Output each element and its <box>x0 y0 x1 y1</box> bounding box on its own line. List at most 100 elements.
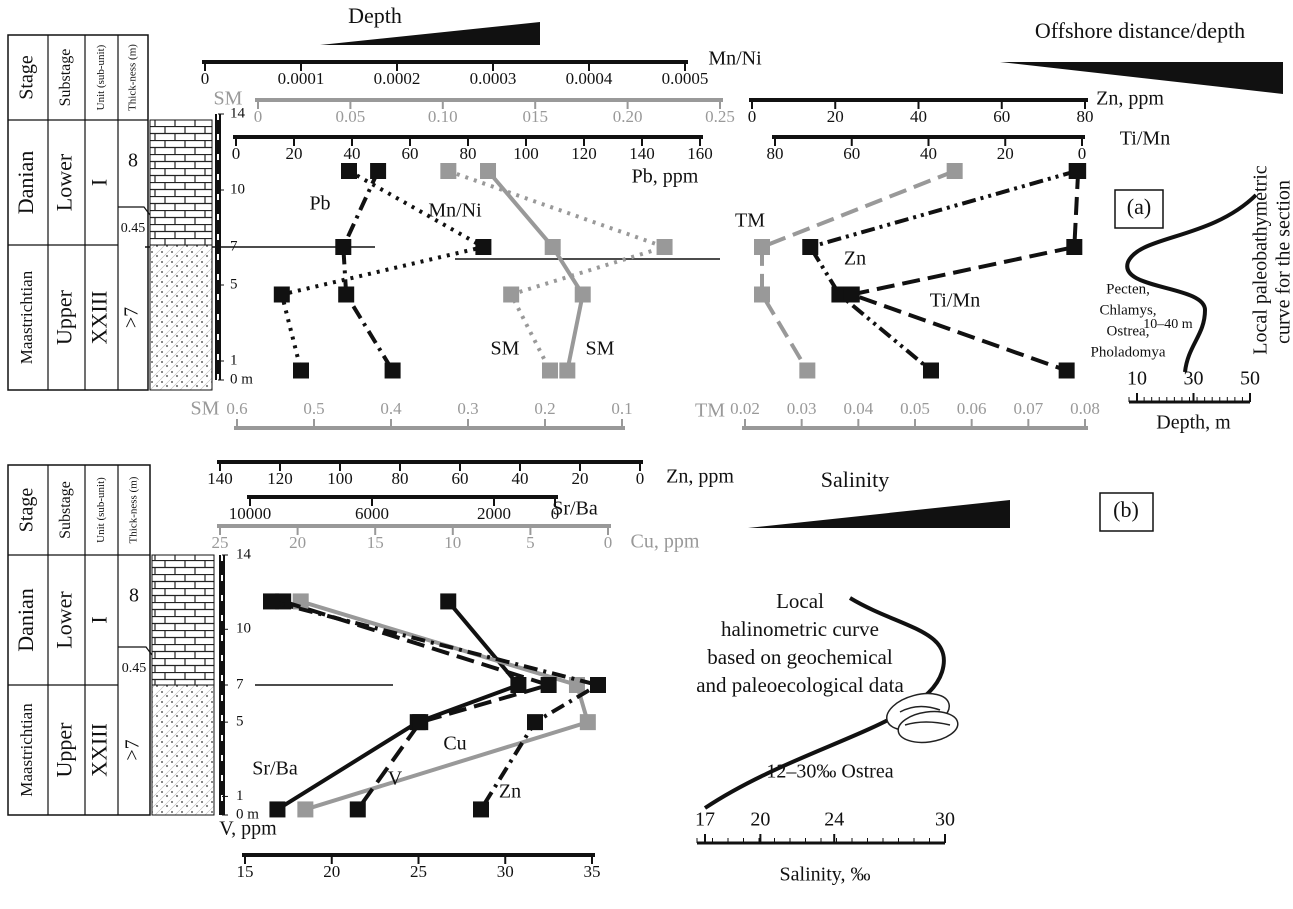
data-point <box>590 677 606 693</box>
wedge-label: Depth <box>348 3 402 28</box>
curve-range: 10–40 m <box>1143 317 1193 332</box>
x-tick-label: 60 <box>452 469 469 488</box>
x-tick-label: 0 <box>201 69 210 88</box>
data-point <box>384 362 401 379</box>
x-tick-label: 0.2 <box>534 399 555 418</box>
data-point <box>559 362 576 379</box>
x-tick-label: 0 <box>1078 144 1087 163</box>
thickness-step <box>118 206 151 216</box>
strat-substages: Lower <box>52 591 77 649</box>
data-point <box>574 286 591 303</box>
y-tick-label: 1 <box>236 788 244 804</box>
x-tick-label: 0.02 <box>730 399 760 418</box>
data-point <box>269 801 286 818</box>
x-tick-label: 10000 <box>229 504 272 523</box>
strat-units: I <box>87 616 112 623</box>
curve-text: and paleoecological data <box>696 673 904 697</box>
x-tick-label: 35 <box>584 862 601 881</box>
strat-header: Stage <box>16 488 38 533</box>
x-tick-label: 25 <box>410 862 427 881</box>
depth-wedge <box>320 22 540 45</box>
series-line <box>270 599 604 811</box>
data-point <box>503 286 520 303</box>
data-point <box>263 593 279 610</box>
axis-title: TM <box>695 400 725 422</box>
y-tick-label: 10 <box>236 621 251 637</box>
data-point <box>843 286 860 303</box>
data-point <box>802 239 819 255</box>
x-tick-label: 0 <box>232 144 241 163</box>
x-tick-label: 015 <box>522 107 548 126</box>
strat-substages: Upper <box>52 722 77 778</box>
series-line <box>276 600 522 812</box>
x-tick-label: 0.4 <box>380 399 402 418</box>
series-name: Zn <box>844 248 866 270</box>
strat-header: Substage <box>57 481 74 539</box>
axis-title: Ti/Mn <box>1120 128 1170 150</box>
x-tick-label: 0.20 <box>613 107 643 126</box>
strat-substages: Lower <box>52 153 77 211</box>
strat-frame <box>7 464 151 816</box>
panel-label: (b) <box>1113 497 1139 522</box>
series-line <box>760 169 956 372</box>
y-tick-label: 7 <box>230 238 238 254</box>
data-point <box>335 239 352 255</box>
axis-title: V, ppm <box>219 818 277 840</box>
thickness: 8 <box>128 150 138 172</box>
limestone <box>151 554 215 686</box>
x-tick-label: 80 <box>392 469 409 488</box>
data-point <box>799 362 816 379</box>
strat-stages: Maastrichtian <box>17 270 36 364</box>
series-name: Mn/Ni <box>428 200 482 222</box>
x-tick-label: 0.0005 <box>662 69 709 88</box>
x-tick-label: 20 <box>750 809 770 831</box>
y-tick-label: 7 <box>236 676 244 692</box>
data-point <box>754 239 770 255</box>
thickness: 8 <box>129 585 139 607</box>
thickness: >7 <box>122 739 144 760</box>
axis-title: Mn/Ni <box>708 48 762 70</box>
data-point <box>754 286 770 303</box>
x-tick-label: 50 <box>1240 368 1260 390</box>
data-point <box>1070 163 1087 179</box>
series-line <box>282 599 556 811</box>
strat-units: XXIII <box>87 291 112 345</box>
x-tick-label: 10 <box>1127 368 1147 390</box>
strat-header: Thick-ness (m) <box>127 44 139 111</box>
fossil-name: Pecten, <box>1106 281 1150 297</box>
panel-label: (a) <box>1127 194 1151 219</box>
x-tick-label: 20 <box>289 533 306 552</box>
x-tick-label: 80 <box>460 144 477 163</box>
data-point <box>541 362 558 379</box>
axis-title: Zn, ppm <box>1096 88 1164 110</box>
series-name: Cu <box>443 733 466 755</box>
limestone <box>149 119 213 246</box>
x-tick-label: 0.08 <box>1070 399 1100 418</box>
y-tick-label: 5 <box>236 714 244 730</box>
axis-title: SM <box>214 88 243 110</box>
wedge-label: Offshore distance/depth <box>1035 18 1245 43</box>
x-tick-label: 100 <box>327 469 353 488</box>
data-point <box>1066 239 1083 255</box>
x-tick-label: 0.5 <box>303 399 324 418</box>
strat-header: Stage <box>16 55 38 100</box>
x-tick-label: 0.04 <box>843 399 873 418</box>
x-tick-label: 0.0001 <box>278 69 325 88</box>
fossil-name: Chlamys, <box>1099 302 1156 318</box>
series-name: TM <box>735 210 765 232</box>
x-tick-label: 0 <box>636 469 645 488</box>
curve-title: Local paleobathymetric <box>1250 165 1272 354</box>
x-tick-label: 140 <box>207 469 233 488</box>
x-tick-label: 5 <box>526 533 535 552</box>
strat-header: Substage <box>57 49 74 107</box>
strat-substages: Upper <box>52 289 77 345</box>
x-tick-label: 20 <box>827 107 844 126</box>
strat-header: Unit (sub-unit) <box>95 477 107 543</box>
curve-text: halinometric curve <box>721 617 879 641</box>
x-tick-label: 20 <box>572 469 589 488</box>
offshore-wedge <box>1000 62 1283 94</box>
x-tick-label: 25 <box>212 533 229 552</box>
x-tick-label: 40 <box>344 144 361 163</box>
data-point <box>440 593 457 610</box>
x-tick-label: 0.05 <box>900 399 930 418</box>
